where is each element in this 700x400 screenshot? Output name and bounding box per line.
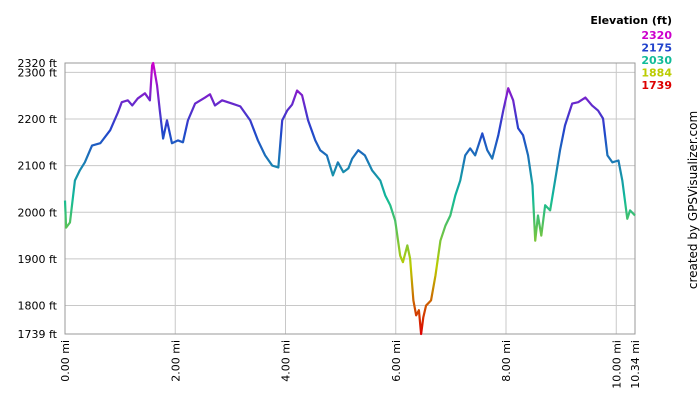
x-tick-label: 10.00 mi (610, 340, 623, 389)
y-tick-label: 1800 ft (18, 300, 58, 313)
legend-value: 2320 (641, 29, 672, 42)
legend-title: Elevation (ft) (590, 14, 672, 27)
credit: created by GPSVisualizer.com (686, 111, 700, 289)
legend-value: 2030 (641, 54, 672, 67)
x-tick-label: 4.00 mi (280, 340, 293, 382)
legend-value: 1884 (641, 67, 672, 80)
x-tick-label: 6.00 mi (390, 340, 403, 382)
x-tick-label: 8.00 mi (500, 340, 513, 382)
y-tick-label: 1900 ft (18, 253, 58, 266)
legend-value: 1739 (641, 79, 672, 92)
y-tick-label: 2000 ft (18, 206, 58, 219)
x-tick-label: 10.34 mi (629, 340, 642, 389)
x-tick-label: 0.00 mi (59, 340, 72, 382)
y-tick-label: 2300 ft (18, 66, 58, 79)
y-tick-label: 1739 ft (18, 328, 58, 341)
y-tick-label: 2200 ft (18, 113, 58, 126)
legend-value: 2175 (641, 42, 672, 55)
y-tick-label: 2100 ft (18, 160, 58, 173)
elevation-line (63, 61, 636, 336)
x-tick-label: 2.00 mi (169, 340, 182, 382)
plot-frame (64, 62, 636, 335)
y-tick-label: 2320 ft (18, 57, 58, 70)
